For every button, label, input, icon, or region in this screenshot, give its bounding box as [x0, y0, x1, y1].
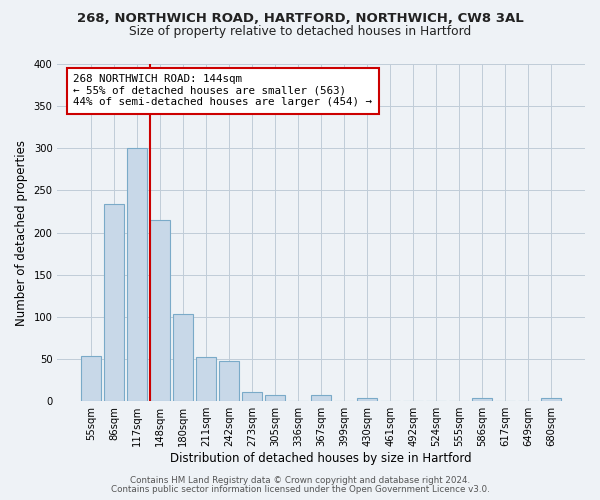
Bar	[220, 360, 239, 401]
Text: Contains public sector information licensed under the Open Government Licence v3: Contains public sector information licen…	[110, 485, 490, 494]
Bar	[151, 220, 170, 401]
Text: Size of property relative to detached houses in Hartford: Size of property relative to detached ho…	[129, 25, 471, 38]
Bar	[173, 314, 193, 401]
Text: 268 NORTHWICH ROAD: 144sqm
← 55% of detached houses are smaller (563)
44% of sem: 268 NORTHWICH ROAD: 144sqm ← 55% of deta…	[73, 74, 372, 108]
Bar	[127, 148, 147, 401]
Text: 268, NORTHWICH ROAD, HARTFORD, NORTHWICH, CW8 3AL: 268, NORTHWICH ROAD, HARTFORD, NORTHWICH…	[77, 12, 523, 26]
Y-axis label: Number of detached properties: Number of detached properties	[15, 140, 28, 326]
Bar	[358, 398, 377, 401]
Bar	[242, 392, 262, 401]
Bar	[196, 358, 216, 401]
Bar	[104, 204, 124, 401]
Bar	[311, 396, 331, 401]
X-axis label: Distribution of detached houses by size in Hartford: Distribution of detached houses by size …	[170, 452, 472, 465]
Bar	[541, 398, 561, 401]
Bar	[265, 396, 285, 401]
Bar	[82, 356, 101, 401]
Text: Contains HM Land Registry data © Crown copyright and database right 2024.: Contains HM Land Registry data © Crown c…	[130, 476, 470, 485]
Bar	[472, 398, 492, 401]
